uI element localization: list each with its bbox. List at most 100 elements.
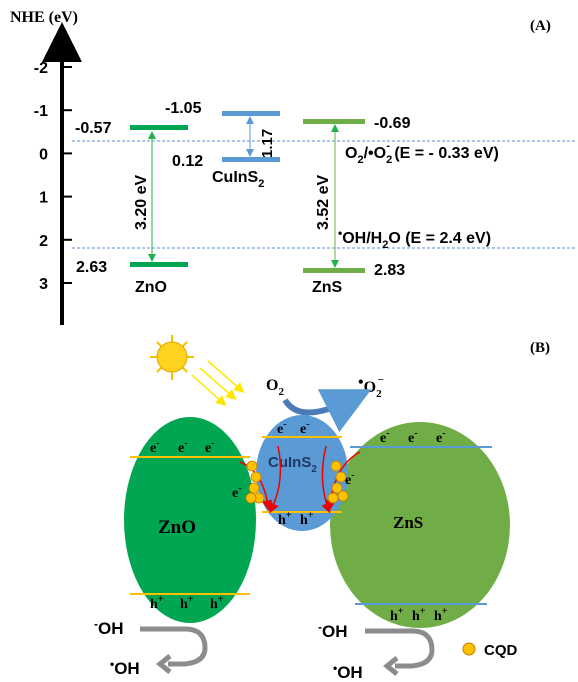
gap-label: 1.17 [259, 129, 276, 158]
text: /•O [364, 145, 387, 162]
text: - [283, 419, 286, 430]
cuins2-cb [222, 111, 280, 116]
zno-vb [130, 262, 188, 267]
level-label: 2.63 [76, 259, 107, 276]
text: - [414, 428, 417, 439]
cycle-arrow-head [155, 654, 172, 674]
couple-label: •OH/H2O (E = 2.4 eV) [338, 226, 491, 251]
text: O [266, 377, 278, 394]
text: OH [337, 663, 363, 682]
text: - [184, 438, 187, 449]
level-label: -0.69 [374, 115, 411, 132]
text: 2 [376, 388, 382, 400]
text: O [364, 379, 376, 396]
text: OH [114, 659, 140, 678]
text: 2 [382, 239, 388, 251]
text: e [380, 431, 386, 446]
text: h [412, 609, 420, 624]
panel-label: (B) [530, 340, 550, 356]
cycle-arrow [365, 628, 435, 669]
text: + [158, 594, 164, 605]
text: e [277, 422, 283, 437]
radical-label: •OH [333, 661, 363, 682]
tick-label: 2 [39, 233, 48, 250]
light-rays [191, 360, 245, 407]
text: h [434, 609, 442, 624]
axis-title: NHE (eV) [10, 9, 78, 26]
sun [150, 335, 194, 380]
transfer-arrow [321, 445, 332, 514]
text: + [308, 510, 314, 521]
tick-label: 1 [39, 190, 48, 207]
legend-marker [462, 642, 476, 656]
text: + [442, 606, 448, 617]
text: + [398, 606, 404, 617]
text: h [300, 513, 308, 528]
tick-label: -2 [34, 60, 48, 77]
material-label: CuInS2 [212, 169, 264, 190]
material-label: ZnS [312, 279, 343, 296]
text: 2 [278, 386, 284, 398]
text: - [386, 140, 390, 152]
level-label: 2.83 [374, 262, 405, 279]
level-label: 0.12 [172, 153, 203, 170]
text: e [232, 486, 238, 501]
text: - [156, 438, 159, 449]
tick-label: -1 [34, 103, 48, 120]
carrier-label: h+ [390, 606, 404, 624]
text: e [178, 441, 184, 456]
text: - [386, 428, 389, 439]
tick-label: 0 [39, 146, 48, 163]
text: • [333, 661, 337, 675]
text: e [205, 441, 211, 456]
gap-label: 3.52 eV [315, 175, 332, 230]
cycle-arrow [140, 626, 208, 667]
text: − [378, 374, 384, 386]
carrier-label: h+ [210, 594, 224, 612]
text: CuInS [268, 454, 311, 471]
text: + [218, 594, 224, 605]
text: OH/H [342, 230, 382, 247]
text: h [150, 597, 158, 612]
text: e [300, 422, 306, 437]
text: OH [322, 622, 348, 641]
text: - [351, 470, 354, 481]
text: h [278, 513, 286, 528]
text: 2 [258, 178, 264, 190]
couple-label: O2/•O2- (E = - 0.33 eV) [345, 140, 499, 166]
carrier-label: h+ [300, 510, 314, 528]
carrier-label: e- [150, 438, 160, 456]
carrier-label: e- [345, 470, 355, 488]
text: O (E = 2.4 eV) [388, 230, 491, 247]
carrier-label: h+ [150, 594, 164, 612]
text: 2 [386, 154, 392, 166]
level-label: -0.57 [75, 120, 112, 137]
text: e [436, 431, 442, 446]
tick-label: 3 [39, 276, 48, 293]
reaction-arrow [282, 389, 372, 433]
zns-particle [330, 422, 510, 628]
text: 2 [357, 154, 363, 166]
carrier-label: e- [277, 419, 287, 437]
hydroxide-label: -OH [318, 620, 348, 641]
gap-label: 3.20 eV [133, 175, 150, 230]
text: OH [98, 619, 124, 638]
text: • [358, 374, 364, 391]
carrier-label: h+ [180, 594, 194, 612]
text: + [420, 606, 426, 617]
text: + [188, 594, 194, 605]
text: O [345, 145, 357, 162]
carrier-label: e- [232, 483, 242, 501]
carrier-label: e- [178, 438, 188, 456]
cqd-dots [245, 460, 349, 504]
panel-label: (A) [530, 18, 551, 34]
level-label: -1.05 [165, 100, 202, 117]
text: CuInS [212, 169, 259, 186]
cycle-arrow-head [382, 656, 399, 676]
text: e [408, 431, 414, 446]
text: e [345, 473, 351, 488]
text: - [318, 620, 322, 634]
radical-label: •OH [110, 657, 140, 678]
text: - [442, 428, 445, 439]
